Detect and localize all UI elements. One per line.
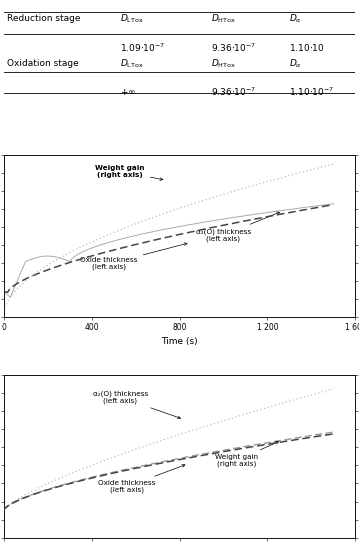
Text: Oxide thickness
(left axis): Oxide thickness (left axis) [80,243,187,270]
Text: $+\infty$: $+\infty$ [120,87,136,97]
Text: Weight gain
(right axis): Weight gain (right axis) [95,165,163,180]
Text: $1.10{\cdot}10^{-7}$: $1.10{\cdot}10^{-7}$ [289,86,334,98]
Text: $D_{\alpha}$: $D_{\alpha}$ [289,57,302,70]
Text: Reduction stage: Reduction stage [7,14,81,23]
Text: Weight gain
(right axis): Weight gain (right axis) [215,441,279,467]
Text: $D_{\alpha}$: $D_{\alpha}$ [289,12,302,25]
Text: $D_{\mathrm{LTox}}$: $D_{\mathrm{LTox}}$ [120,57,143,70]
Text: $1.09{\cdot}10^{-7}$: $1.09{\cdot}10^{-7}$ [120,41,165,54]
Text: $9.36{\cdot}10^{-7}$: $9.36{\cdot}10^{-7}$ [211,41,256,54]
Text: $D_{\mathrm{LTox}}$: $D_{\mathrm{LTox}}$ [120,12,143,25]
Text: α₂(O) thickness
(left axis): α₂(O) thickness (left axis) [93,390,181,419]
Text: α₂(O) thickness
(left axis): α₂(O) thickness (left axis) [196,212,280,242]
Text: $D_{\mathrm{HTox}}$: $D_{\mathrm{HTox}}$ [211,57,236,70]
Text: Oxidation stage: Oxidation stage [7,59,79,68]
Text: $9.36{\cdot}10^{-7}$: $9.36{\cdot}10^{-7}$ [211,86,256,98]
X-axis label: Time (s): Time (s) [161,337,198,346]
Text: Oxide thickness
(left axis): Oxide thickness (left axis) [98,465,185,494]
Text: $D_{\mathrm{HTox}}$: $D_{\mathrm{HTox}}$ [211,12,236,25]
Text: $1.10{\cdot}10$: $1.10{\cdot}10$ [289,42,324,53]
